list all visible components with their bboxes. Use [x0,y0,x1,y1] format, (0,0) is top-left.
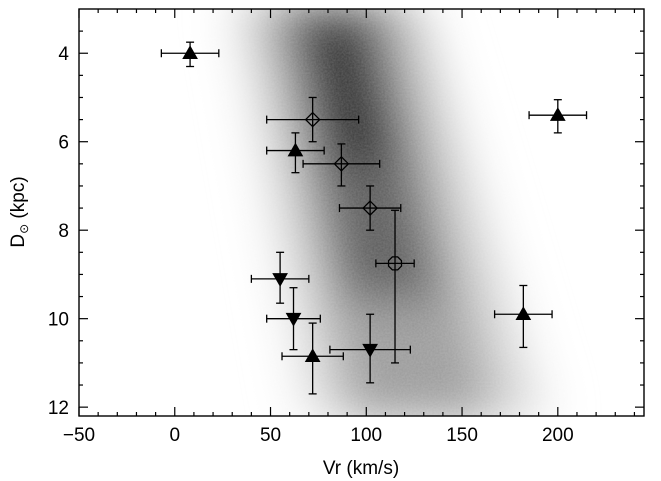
y-axis: 4 6 8 10 12 [48,30,644,419]
triangle-up-marker [182,45,198,59]
y-tick-label: 6 [58,133,69,154]
data-point [493,284,553,349]
data-point [329,313,411,384]
triangle-down-marker [272,273,288,287]
diamond-marker [304,111,321,128]
y-tick-label: 10 [48,310,69,331]
data-point [375,209,415,364]
data-points [160,41,588,395]
y-axis-label-unit: (kpc) [8,176,29,224]
data-point [250,251,310,304]
x-tick-label: 150 [446,425,478,446]
data-point [281,322,344,395]
x-axis-label: Vr (km/s) [323,458,399,479]
triangle-up-marker [549,107,566,121]
density-background [79,9,644,416]
data-point [266,287,321,351]
data-point [266,132,325,174]
diamond-marker [362,200,379,216]
octagon-marker [387,256,403,271]
diamond-marker [333,155,350,172]
data-point [266,96,360,143]
data-point [302,143,381,187]
y-tick-label: 8 [58,221,69,242]
triangle-down-marker [362,343,378,358]
x-tick-label: 100 [350,425,382,446]
y-tick-label: 4 [58,44,69,65]
data-point [528,99,588,134]
y-axis-label-main: D [8,234,29,248]
triangle-up-marker [304,348,321,363]
triangle-up-marker [515,306,532,320]
data-point [160,41,220,68]
y-axis-label-sub: ⊙ [17,224,31,234]
y-tick-label: 12 [48,398,69,419]
x-tick-label: 0 [169,425,180,446]
plot-frame [78,8,645,417]
x-tick-label: 200 [542,425,574,446]
triangle-up-marker [287,142,304,157]
y-axis-label: D⊙ (kpc) [8,176,31,247]
x-tick-label: −50 [63,425,95,446]
data-point [338,185,402,231]
x-tick-label: 50 [260,425,281,446]
x-axis: −50 0 50 100 150 200 [63,9,636,446]
triangle-down-marker [285,312,302,327]
